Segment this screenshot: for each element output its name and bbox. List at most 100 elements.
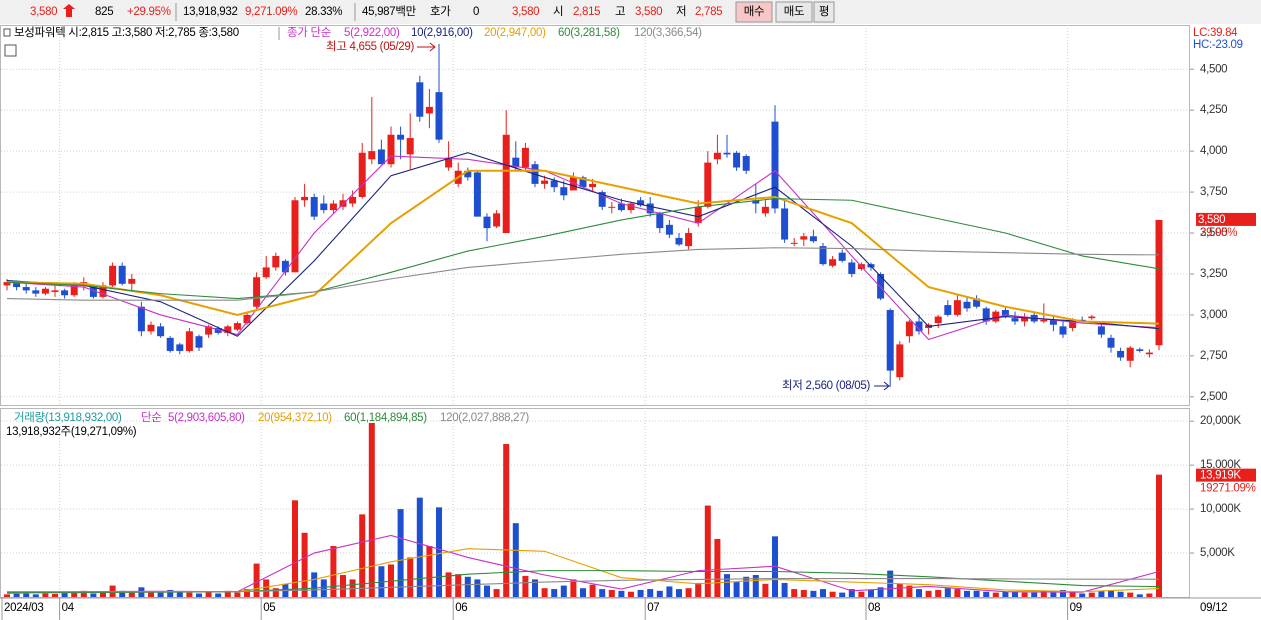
candle-body: [829, 259, 837, 266]
button-bg[interactable]: [775, 1, 813, 23]
volume-bar: [877, 587, 884, 597]
legend-entry: 5(2,903,605,80): [168, 412, 245, 424]
candle-body: [358, 152, 366, 197]
button[interactable]: 평: [819, 5, 830, 18]
volume-bar: [599, 589, 606, 597]
volume-bar: [493, 589, 500, 597]
candle-body: [733, 152, 741, 168]
top-open-label: 시: [553, 5, 563, 18]
volume-bar: [810, 590, 817, 597]
volume-bar: [791, 589, 798, 597]
volume-bar: [848, 589, 855, 597]
volume-bar: [858, 591, 865, 597]
volume-bar: [311, 572, 318, 597]
top-low: 2,785: [695, 6, 722, 18]
candle-body: [953, 300, 961, 315]
volume-bar: [263, 579, 270, 597]
candle-body: [771, 121, 779, 209]
volume-bar: [608, 589, 615, 597]
candle-body: [13, 282, 21, 288]
ma-line: [7, 577, 1160, 593]
candle-body: [435, 92, 443, 140]
volume-bar: [128, 592, 135, 597]
candle-body: [665, 224, 673, 235]
volume-bar: [551, 589, 558, 597]
candle-body: [550, 180, 558, 188]
x-tick-label: 2024/03: [4, 602, 43, 614]
volume-bar: [4, 594, 10, 597]
y-tick-label: 4,500: [1200, 63, 1227, 75]
button-bg[interactable]: [735, 1, 773, 23]
volume-bar: [820, 589, 826, 597]
candle-body: [886, 310, 894, 371]
volume-bar: [695, 582, 702, 597]
volume-bar: [916, 589, 922, 597]
candle-body: [1059, 326, 1067, 335]
candle-body: [473, 172, 481, 217]
legend-entry: 120(3,366,54): [634, 27, 702, 39]
candle-body: [445, 157, 453, 168]
candle-body: [61, 290, 69, 296]
y-tick-label: 3,500: [1200, 227, 1227, 239]
candle-body: [3, 282, 11, 286]
candle-body: [848, 262, 856, 274]
top-turnover: 28.33%: [305, 6, 342, 18]
candle-body: [243, 314, 251, 324]
volume-bar: [205, 591, 212, 597]
button[interactable]: 매수: [744, 5, 765, 18]
x-tick-label: 08: [868, 602, 880, 614]
candle-body: [205, 326, 213, 335]
candle-body: [166, 337, 174, 351]
candle-body: [646, 203, 654, 214]
volume-bar: [1146, 593, 1153, 597]
lc-label: LC:39.84: [1193, 27, 1238, 39]
volume-bar: [224, 590, 231, 597]
price-tag-bg: [1196, 212, 1256, 226]
volume-bar: [320, 579, 327, 597]
volume-bar: [61, 593, 68, 597]
volume-bar: [100, 591, 106, 597]
legend-entry: 120(2,027,888,27): [440, 412, 529, 424]
volume-bar: [1060, 589, 1066, 597]
candle-body: [973, 298, 981, 307]
volume-bar: [522, 575, 529, 597]
candle-body: [41, 288, 49, 294]
candle-body: [723, 152, 731, 155]
volume-title: 거래량(13,918,932,00): [14, 411, 122, 424]
volume-bar: [397, 509, 404, 597]
candle-body: [982, 308, 990, 322]
candle-body: [1049, 319, 1057, 325]
candle-body: [598, 192, 606, 207]
button-bg[interactable]: [813, 1, 835, 23]
ma-line: [6, 198, 1160, 300]
x-tick-label: 07: [647, 602, 659, 614]
volume-bar: [1117, 591, 1124, 597]
volume-bar: [272, 588, 279, 597]
candle-body: [301, 196, 309, 201]
candle-body: [483, 216, 491, 229]
volume-bar: [839, 592, 846, 597]
candle-body: [896, 344, 904, 378]
y-tick-label: 2,750: [1200, 350, 1227, 362]
volume-bar: [244, 589, 250, 597]
volume-bar: [1040, 590, 1047, 597]
volume-pane: [0, 408, 1190, 598]
volume-bar: [416, 497, 423, 597]
price-tag: 3,580: [1198, 214, 1225, 226]
candle-body: [934, 316, 942, 324]
volume-bar: [359, 514, 366, 597]
candle-body: [819, 246, 827, 265]
top-quote-qty: 0: [473, 6, 479, 18]
volume-bar: [906, 585, 913, 597]
x-tick-label: 04: [62, 602, 75, 614]
volume-bar: [52, 593, 58, 597]
x-tick-label: 09: [1070, 602, 1082, 614]
volume-bar: [666, 586, 673, 597]
volume-bar: [484, 585, 490, 597]
button[interactable]: 매도: [784, 5, 805, 18]
volume-bar: [896, 583, 903, 597]
volume-bar: [71, 592, 78, 597]
candle-body: [329, 203, 337, 211]
top-high: 3,580: [635, 6, 662, 18]
volume-bar: [292, 500, 298, 597]
